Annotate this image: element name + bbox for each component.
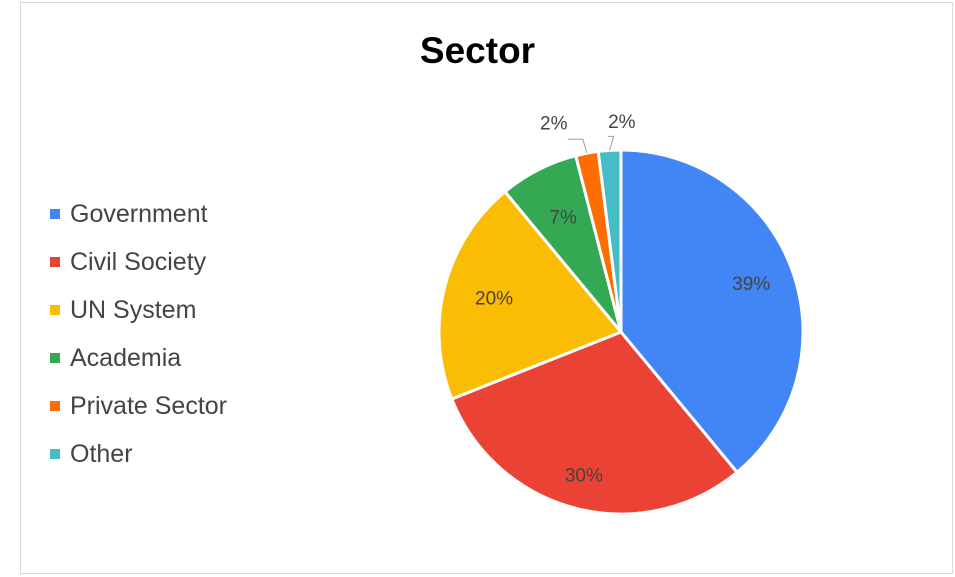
pie-slice-civil-society [450, 330, 739, 516]
data-label-un-system: 20% [475, 288, 513, 309]
legend-item-other: Other [50, 430, 227, 478]
legend-label-civil-society: Civil Society [70, 247, 207, 276]
pie-slice-un-system [437, 190, 623, 401]
data-label-government: 39% [732, 274, 770, 295]
legend-label-un-system: UN System [70, 295, 197, 324]
legend-label-government: Government [70, 199, 208, 228]
legend-item-government: Government [50, 190, 227, 238]
legend-label-other: Other [70, 439, 133, 468]
legend-label-private-sector: Private Sector [70, 391, 228, 420]
data-label-academia: 7% [549, 208, 577, 229]
legend: Government Civil Society UN System Acade… [50, 190, 227, 478]
leader-line-other [607, 135, 615, 151]
legend-item-un-system: UN System [50, 286, 227, 334]
legend-item-private-sector: Private Sector [50, 382, 227, 430]
data-label-civil-society: 30% [565, 466, 603, 487]
data-label-other: 2% [608, 112, 636, 133]
pie-slice-government [619, 148, 805, 474]
legend-swatch-academia [50, 353, 60, 363]
legend-item-civil-society: Civil Society [50, 238, 227, 286]
data-label-private-sector: 2% [540, 113, 568, 134]
legend-swatch-civil-society [50, 257, 60, 267]
chart-title: Sector [419, 30, 536, 71]
legend-swatch-un-system [50, 305, 60, 315]
legend-swatch-government [50, 209, 60, 219]
leader-line-private-sector [567, 138, 588, 154]
legend-label-academia: Academia [70, 343, 182, 372]
legend-swatch-private-sector [50, 401, 60, 411]
legend-item-academia: Academia [50, 334, 227, 382]
legend-swatch-other [50, 449, 60, 459]
